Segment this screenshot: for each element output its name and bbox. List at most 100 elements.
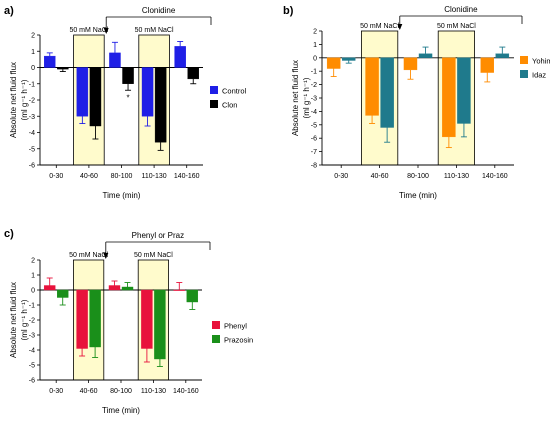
bar-control xyxy=(141,67,154,117)
x-axis-title: Time (min) xyxy=(103,191,141,200)
x-tick-label: 40-60 xyxy=(371,173,389,180)
y-axis-unit: (ml g⁻¹ h⁻¹) xyxy=(20,299,29,340)
y-tick-label: -6 xyxy=(29,163,35,170)
bar-control xyxy=(174,46,186,68)
x-tick-label: 80-100 xyxy=(407,173,429,180)
bar-clon xyxy=(89,67,102,127)
y-tick-label: -6 xyxy=(311,136,317,143)
x-axis-title: Time (min) xyxy=(102,406,140,415)
legend-label-prazosin: Prazosin xyxy=(224,336,253,345)
y-tick-label: -2 xyxy=(29,98,35,105)
treatment-label: Clonidine xyxy=(142,6,176,15)
nacl-label: 50 mM NaCl xyxy=(360,23,399,30)
y-tick-label: -1 xyxy=(29,303,35,310)
legend-label-clon: Clon xyxy=(222,101,237,110)
y-tick-label: -7 xyxy=(311,149,317,156)
y-tick-label: -1 xyxy=(29,81,35,88)
y-tick-label: -3 xyxy=(29,114,35,121)
x-tick-label: 0-30 xyxy=(49,388,63,395)
bar-phenyl xyxy=(141,289,153,349)
treatment-arrow-icon xyxy=(397,24,403,30)
y-tick-label: -2 xyxy=(311,82,317,89)
bar-prazosin xyxy=(121,286,134,291)
panel-3: 50 mM NaCl 50 mM NaCl Phenyl or Praz 2 1 0 -1 -… xyxy=(4,228,253,415)
y-tick-label: -4 xyxy=(311,109,317,116)
x-tick-label: 80-100 xyxy=(110,388,132,395)
x-axis-title: Time (min) xyxy=(399,191,437,200)
nacl-label: 50 mM NaCl xyxy=(134,252,173,259)
y-axis-title: Absolute net fluid flux xyxy=(291,60,300,136)
y-axis-unit: (ml g⁻¹ h⁻¹) xyxy=(302,77,311,118)
legend-swatch-phenyl xyxy=(212,321,220,329)
bar-idaz xyxy=(495,53,510,58)
y-tick-label: -5 xyxy=(29,146,35,153)
nacl-label: 50 mM NaCl xyxy=(69,27,108,34)
x-tick-label: 0-30 xyxy=(49,173,63,180)
x-tick-label: 80-100 xyxy=(111,173,133,180)
panel-label: b) xyxy=(283,5,294,17)
x-tick-label: 140-160 xyxy=(174,173,200,180)
legend-label-yohim: Yohim xyxy=(532,57,550,66)
y-axis-title: Absolute net fluid flux xyxy=(9,62,18,138)
y-tick-label: 1 xyxy=(31,49,35,56)
bar-phenyl xyxy=(108,285,121,291)
panel-label: a) xyxy=(4,5,14,17)
bar-phenyl xyxy=(76,289,88,349)
y-tick-label: 0 xyxy=(31,288,35,295)
bar-prazosin xyxy=(154,289,166,360)
nacl-label: 50 mM NaCl xyxy=(437,23,476,30)
bar-yohim xyxy=(326,57,341,69)
bar-phenyl xyxy=(173,289,185,291)
bar-clon xyxy=(187,67,199,80)
treatment-label: Phenyl or Praz xyxy=(132,231,184,240)
x-tick-label: 110-130 xyxy=(141,388,166,395)
treatment-label: Clonidine xyxy=(444,5,478,14)
bar-control xyxy=(109,52,121,68)
y-tick-label: -4 xyxy=(29,348,35,355)
bar-phenyl xyxy=(43,285,56,291)
y-tick-label: 0 xyxy=(31,65,35,72)
x-tick-label: 110-130 xyxy=(142,173,167,180)
bar-clon xyxy=(154,67,167,143)
y-axis-title: Absolute net fluid flux xyxy=(9,282,18,358)
x-tick-label: 0-30 xyxy=(334,173,348,180)
y-tick-label: 2 xyxy=(31,258,35,265)
legend-label-phenyl: Phenyl xyxy=(224,322,247,331)
panel-2: 50 mM NaCl 50 mM NaCl Clonidine 2 1 0 -1 -2 -3 -4… xyxy=(283,5,550,200)
y-tick-label: -6 xyxy=(29,378,35,385)
y-axis-unit: (ml g⁻¹ h⁻¹) xyxy=(20,79,29,120)
panel-label: c) xyxy=(4,228,14,240)
bar-idaz xyxy=(418,53,433,58)
nacl-label: 50 mM NaCl xyxy=(135,27,174,34)
y-tick-label: -5 xyxy=(311,122,317,129)
bar-clon xyxy=(57,67,69,70)
bar-clon xyxy=(122,67,134,84)
legend-swatch-control xyxy=(210,86,218,94)
bar-prazosin xyxy=(186,289,199,303)
y-tick-label: -3 xyxy=(311,96,317,103)
y-tick-label: -8 xyxy=(311,163,317,170)
bar-idaz xyxy=(342,57,356,61)
legend-swatch-idaz xyxy=(520,70,528,78)
y-tick-label: -2 xyxy=(29,318,35,325)
y-tick-label: -5 xyxy=(29,363,35,370)
bar-prazosin xyxy=(57,289,69,298)
x-tick-label: 140-160 xyxy=(482,173,508,180)
y-tick-label: 1 xyxy=(31,273,35,280)
legend-label-idaz: Idaz xyxy=(532,71,546,80)
bar-idaz xyxy=(380,57,394,128)
x-tick-label: 110-130 xyxy=(444,173,469,180)
nacl-label: 50 mM NaCl xyxy=(69,252,108,259)
legend-label-control: Control xyxy=(222,87,247,96)
y-tick-label: 2 xyxy=(313,29,317,36)
bar-prazosin xyxy=(89,289,101,348)
bar-control xyxy=(44,55,56,68)
x-tick-label: 40-60 xyxy=(80,173,98,180)
x-tick-label: 40-60 xyxy=(80,388,98,395)
bar-yohim xyxy=(365,57,379,116)
bar-yohim xyxy=(480,57,494,73)
x-tick-label: 140-160 xyxy=(173,388,199,395)
y-tick-label: -4 xyxy=(29,130,35,137)
